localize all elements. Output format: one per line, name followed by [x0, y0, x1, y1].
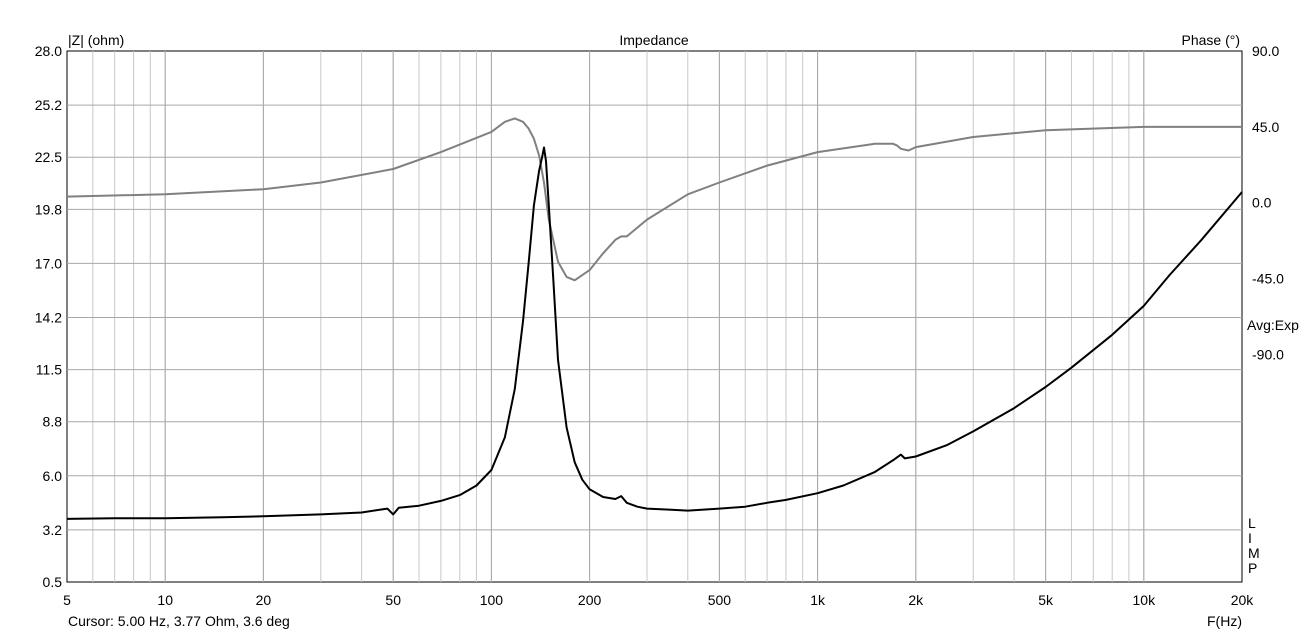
x-tick-label: 10: [157, 592, 173, 608]
y-left-tick-label: 28.0: [35, 43, 62, 59]
y-right-tick-label: -45.0: [1252, 271, 1284, 287]
series-layer: [66, 117, 1243, 520]
averaging-label: Avg:Exp: [1247, 317, 1299, 333]
limp-letter: M: [1248, 545, 1260, 561]
limp-letter: I: [1248, 530, 1252, 546]
x-tick-label: 100: [480, 592, 504, 608]
x-tick-label: 5: [63, 592, 71, 608]
cursor-readout: Cursor: 5.00 Hz, 3.77 Ohm, 3.6 deg: [68, 613, 290, 629]
y-right-tick-label: 0.0: [1252, 195, 1272, 211]
y-left-tick-label: 14.2: [35, 309, 62, 325]
x-axis-title: F(Hz): [1207, 613, 1242, 629]
phase-series-line: [66, 117, 1242, 282]
right-axis-title: Phase (°): [1181, 32, 1240, 48]
left-axis-title: |Z| (ohm): [68, 32, 124, 48]
axis-labels: |Z| (ohm) Impedance Phase (°) Avg:Exp Cu…: [68, 32, 1299, 629]
x-tick-label: 10k: [1133, 592, 1157, 608]
y-left-tick-label: 3.2: [43, 522, 63, 538]
limp-letter: P: [1248, 560, 1257, 576]
y-left-tick-label: 19.8: [35, 201, 62, 217]
y-left-tick-label: 17.0: [35, 255, 62, 271]
y-left-tick-label: 11.5: [36, 362, 62, 378]
tick-labels: 5 10 20 50 100 200 500 1k 2k 5k 10k 20k 28.0 25.2 22.5…: [35, 43, 1284, 608]
x-tick-label: 500: [708, 592, 732, 608]
x-tick-label: 50: [385, 592, 401, 608]
y-left-tick-label: 8.8: [43, 414, 63, 430]
x-tick-label: 5k: [1038, 592, 1054, 608]
x-tick-label: 20k: [1231, 592, 1255, 608]
x-tick-label: 200: [578, 592, 602, 608]
limp-letter: L: [1248, 515, 1256, 531]
y-left-tick-label: 25.2: [35, 97, 62, 113]
plot-area: [66, 50, 1243, 583]
impedance-series-line: [66, 146, 1243, 520]
chart-title: Impedance: [619, 32, 688, 48]
y-left-tick-label: 6.0: [43, 468, 63, 484]
y-left-tick-label: 22.5: [35, 149, 62, 165]
y-right-tick-label: 90.0: [1252, 43, 1279, 59]
y-right-tick-label: -90.0: [1252, 346, 1284, 362]
x-tick-label: 2k: [908, 592, 924, 608]
y-left-tick-label: 0.5: [43, 574, 63, 590]
y-right-tick-label: 45.0: [1252, 119, 1279, 135]
x-tick-label: 1k: [810, 592, 826, 608]
x-tick-label: 20: [256, 592, 272, 608]
